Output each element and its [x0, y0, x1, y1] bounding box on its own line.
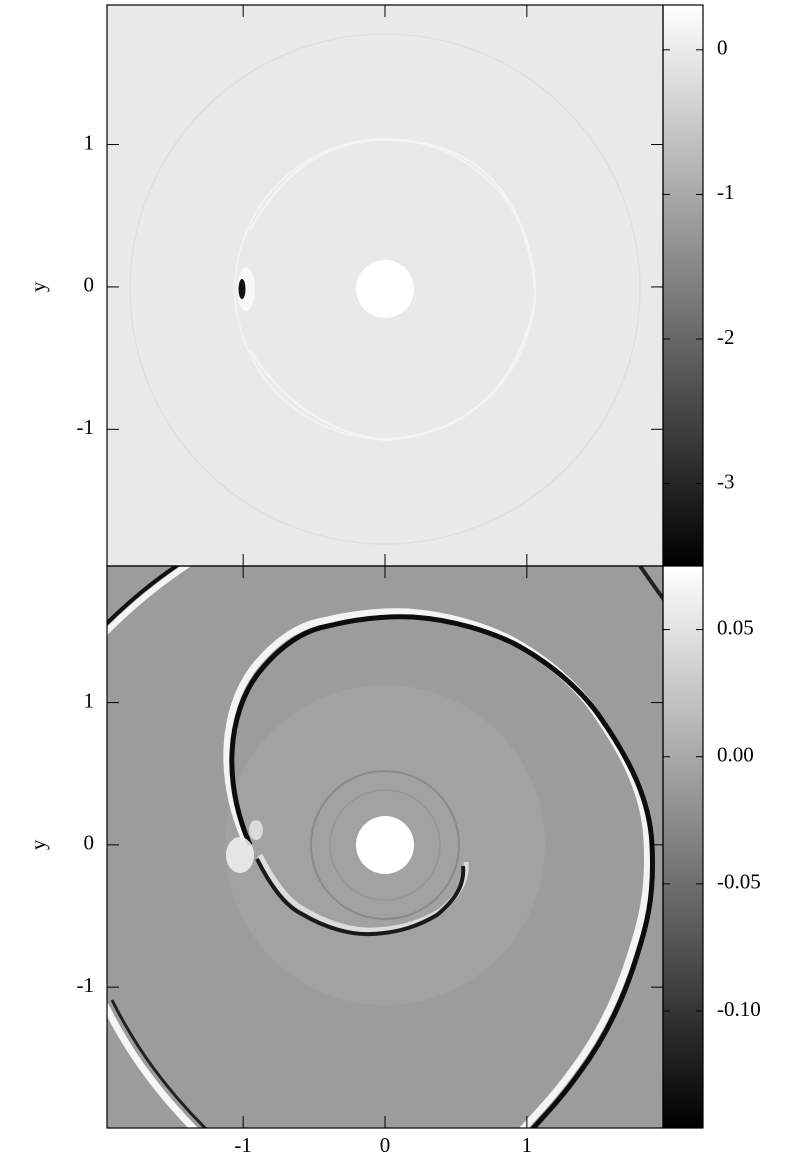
y-tick-label: 1 — [84, 130, 95, 154]
colorbar — [662, 565, 704, 1129]
colorbar-tick-label: -0.05 — [717, 870, 761, 894]
heatmap-image — [107, 566, 663, 1128]
x-tick-label: 1 — [522, 1133, 533, 1157]
colorbar-tick-label: 0.00 — [717, 743, 754, 767]
x-tick-label: 0 — [380, 1133, 391, 1157]
colorbar — [662, 4, 704, 567]
x-tick-label: -1 — [234, 1133, 252, 1157]
colorbar-tick-label: -2 — [717, 325, 735, 349]
y-tick-label: 1 — [84, 688, 95, 712]
heatmap-image — [107, 5, 663, 566]
y-tick-label: 0 — [84, 831, 95, 855]
y-tick-label: 0 — [84, 273, 95, 297]
y-tick-label: -1 — [77, 415, 95, 439]
colorbar-tick-label: -0.10 — [717, 997, 761, 1021]
colorbar-tick-label: 0 — [717, 36, 728, 60]
y-tick-label: -1 — [77, 973, 95, 997]
colorbar-tick-label: 0.05 — [717, 615, 754, 639]
colorbar-tick-label: -3 — [717, 469, 735, 493]
y-axis-label: y — [26, 281, 50, 292]
colorbar-tick-label: -1 — [717, 180, 735, 204]
y-axis-label: y — [26, 839, 50, 850]
